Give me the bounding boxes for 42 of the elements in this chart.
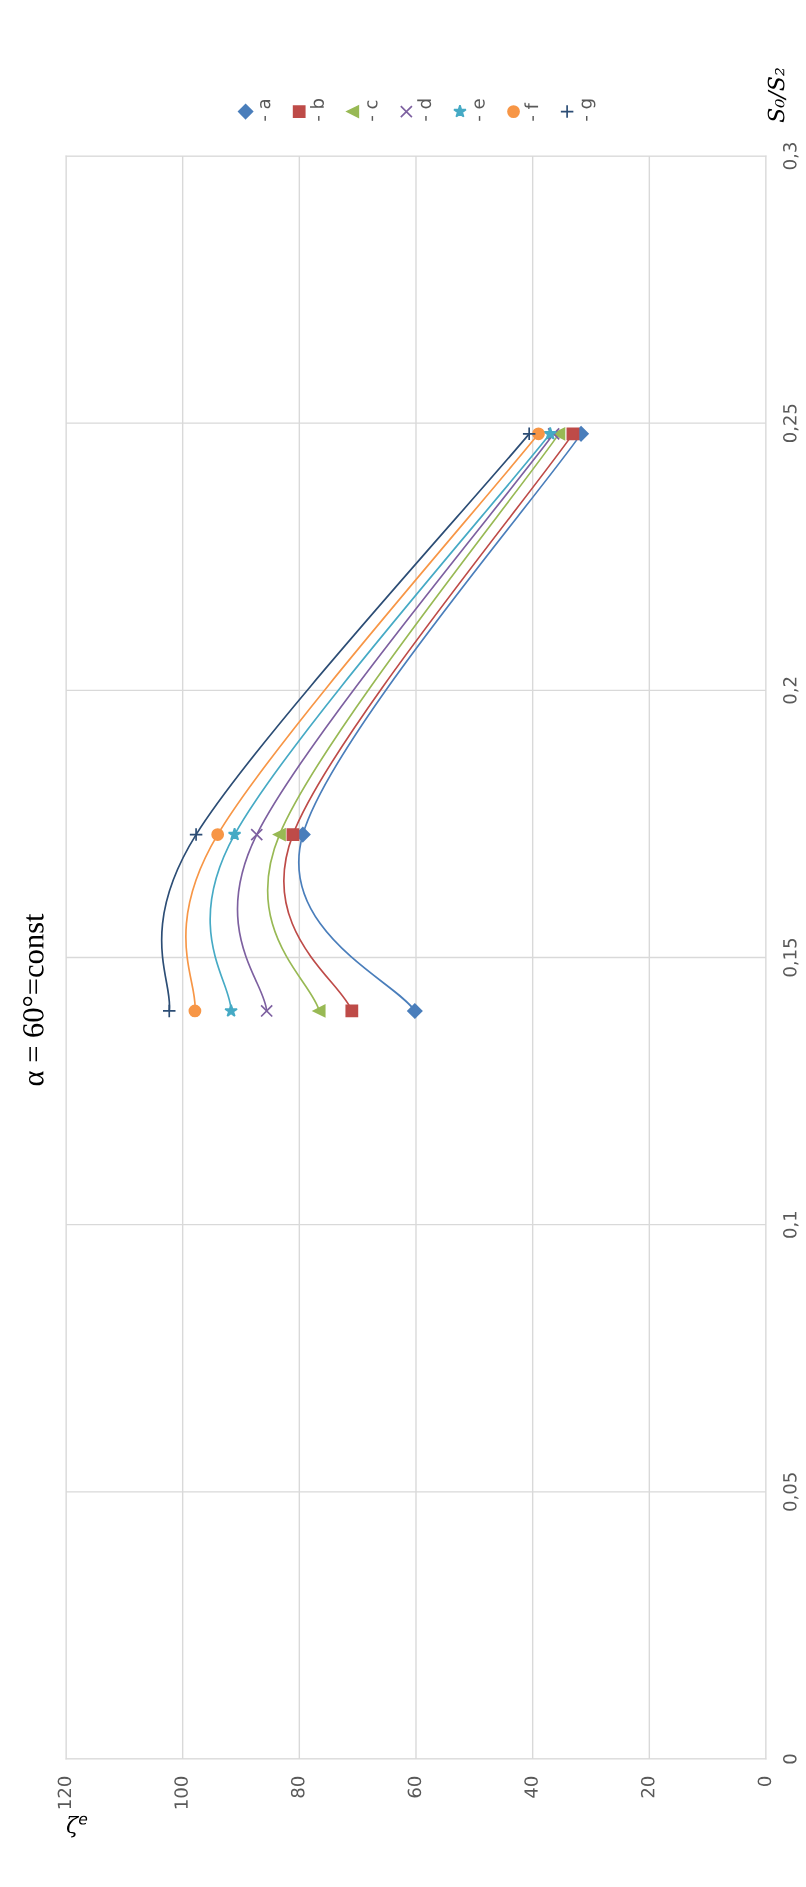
legend-label: - e bbox=[474, 99, 485, 121]
y-tick-label: 0,25 bbox=[782, 404, 799, 443]
point bbox=[312, 1004, 326, 1018]
point bbox=[162, 1003, 177, 1019]
legend-label: - a bbox=[260, 100, 271, 121]
point bbox=[188, 1004, 202, 1018]
y-tick-label: 0,2 bbox=[782, 677, 799, 704]
x-tick-label: 40 bbox=[524, 1776, 538, 1798]
legend-label: - b bbox=[310, 98, 324, 121]
point bbox=[273, 828, 286, 841]
point bbox=[188, 827, 204, 842]
point bbox=[211, 828, 225, 841]
y-tick-label: 0,15 bbox=[782, 938, 799, 977]
point bbox=[224, 1003, 238, 1017]
y-tick-label: 0,05 bbox=[782, 1473, 799, 1511]
y-tick-label: 0,3 bbox=[782, 143, 799, 170]
x-tick-label: 80 bbox=[290, 1776, 305, 1798]
y-tick-label: 0,1 bbox=[782, 1211, 799, 1238]
point bbox=[543, 426, 557, 440]
legend-label: - c bbox=[367, 100, 378, 121]
point bbox=[286, 828, 300, 841]
point bbox=[260, 1004, 274, 1018]
x-tick-label: 60 bbox=[407, 1776, 422, 1798]
x-tick-label: 120 bbox=[57, 1776, 72, 1809]
y-tick-label: 0 bbox=[782, 1754, 797, 1764]
point bbox=[407, 1003, 423, 1019]
x-tick-label: 0 bbox=[757, 1776, 772, 1786]
point bbox=[345, 1004, 359, 1018]
x-tick-label: 100 bbox=[174, 1776, 188, 1809]
point bbox=[547, 427, 561, 441]
legend-label: - f bbox=[524, 102, 539, 121]
point bbox=[566, 427, 580, 441]
point bbox=[522, 426, 537, 441]
point bbox=[227, 827, 242, 841]
x-tick-label: 20 bbox=[640, 1776, 655, 1798]
point bbox=[532, 427, 545, 441]
text: α = 60°=const bbox=[23, 913, 44, 1086]
x-axis-title: ζ$^{e}$ bbox=[66, 1815, 88, 1838]
y-axis-title: S₀/S₂ bbox=[767, 68, 787, 123]
legend-label: - g bbox=[581, 99, 596, 121]
point bbox=[250, 828, 264, 841]
legend-label: - d bbox=[417, 99, 432, 121]
